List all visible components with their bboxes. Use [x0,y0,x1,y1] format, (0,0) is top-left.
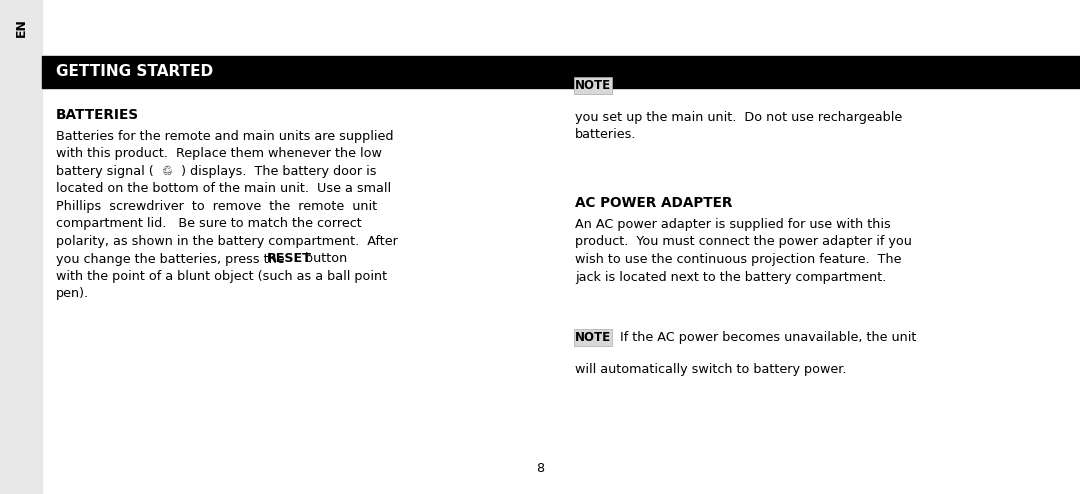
Text: you change the batteries, press the: you change the batteries, press the [56,252,288,265]
Text: Batteries for the remote and main units are supplied: Batteries for the remote and main units … [56,130,393,143]
Text: batteries.: batteries. [575,128,636,141]
Bar [0,0,42,494]
Text: BATTERIES: BATTERIES [56,108,139,122]
FancyBboxPatch shape [573,77,612,94]
Text: button: button [301,252,348,265]
Text: polarity, as shown in the battery compartment.  After: polarity, as shown in the battery compar… [56,235,397,248]
Text: An AC power adapter is supplied for use with this: An AC power adapter is supplied for use … [575,218,891,231]
Text: RESET: RESET [267,252,312,265]
Text: with the point of a blunt object (such as a ball point: with the point of a blunt object (such a… [56,270,387,283]
Text: battery signal (  ♲  ) displays.  The battery door is: battery signal ( ♲ ) displays. The batte… [56,165,377,178]
Text: located on the bottom of the main unit.  Use a small: located on the bottom of the main unit. … [56,182,391,196]
Text: Phillips  screwdriver  to  remove  the  remote  unit: Phillips screwdriver to remove the remot… [56,200,377,213]
Bar [42,56,1080,88]
Text: you set up the main unit.  Do not use rechargeable: you set up the main unit. Do not use rec… [575,111,902,124]
Text: product.  You must connect the power adapter if you: product. You must connect the power adap… [575,236,912,248]
Text: AC POWER ADAPTER: AC POWER ADAPTER [575,196,732,210]
Text: NOTE: NOTE [575,79,611,92]
Text: wish to use the continuous projection feature.  The: wish to use the continuous projection fe… [575,253,902,266]
Text: EN: EN [14,19,27,38]
Text: pen).: pen). [56,288,90,300]
Text: Insert the batteries in the remote unit before: Insert the batteries in the remote unit … [616,79,908,92]
Text: GETTING STARTED: GETTING STARTED [56,65,213,80]
FancyBboxPatch shape [573,329,612,346]
Text: NOTE: NOTE [575,331,611,344]
Text: will automatically switch to battery power.: will automatically switch to battery pow… [575,363,847,375]
Text: with this product.  Replace them whenever the low: with this product. Replace them whenever… [56,148,382,161]
Text: If the AC power becomes unavailable, the unit: If the AC power becomes unavailable, the… [616,331,916,344]
Text: 8: 8 [536,461,544,475]
Text: jack is located next to the battery compartment.: jack is located next to the battery comp… [575,271,887,284]
Text: compartment lid.   Be sure to match the correct: compartment lid. Be sure to match the co… [56,217,362,231]
